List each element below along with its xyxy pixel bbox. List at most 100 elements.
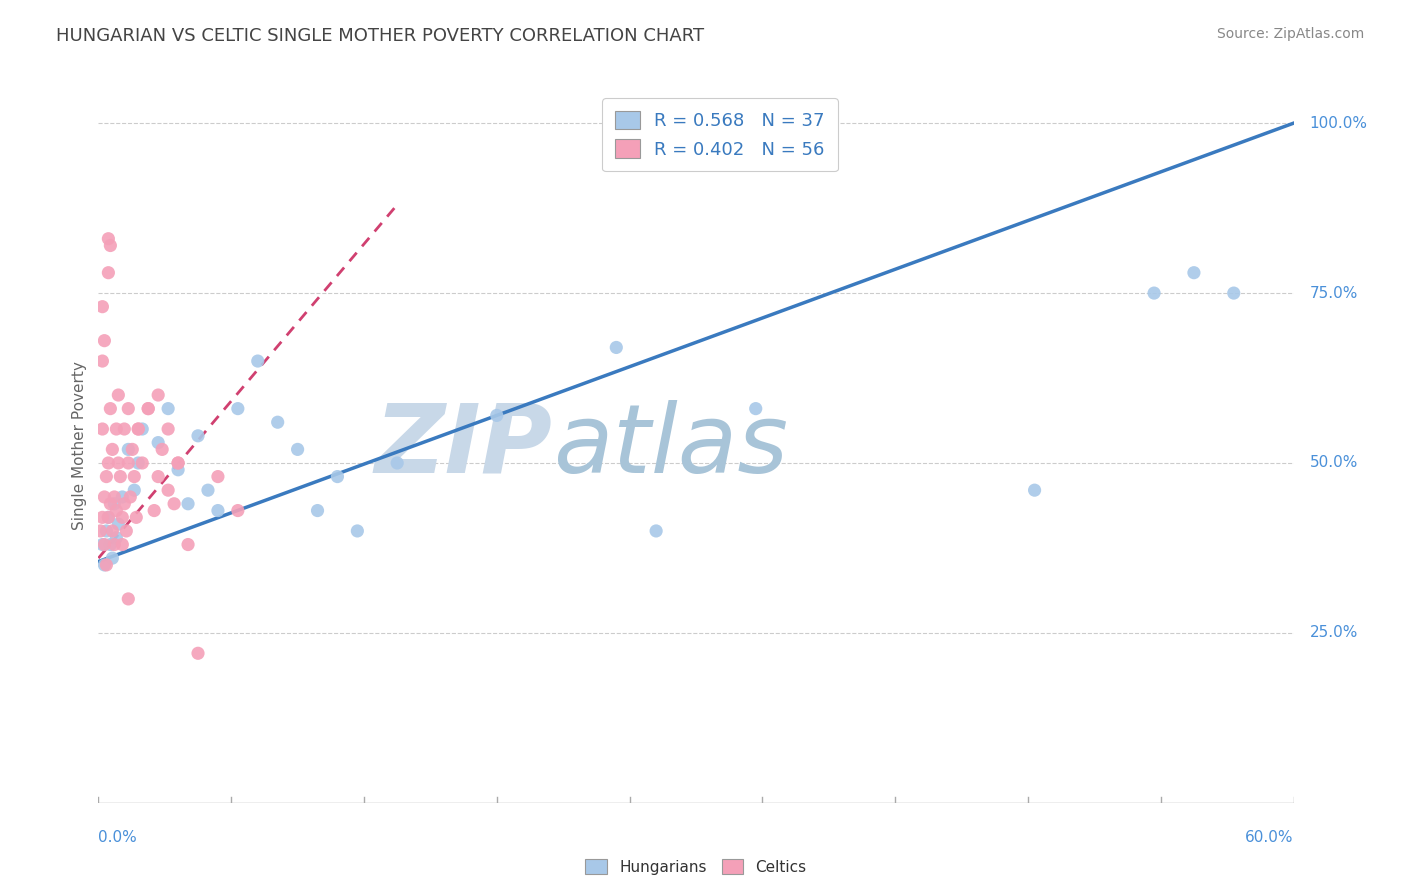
Y-axis label: Single Mother Poverty: Single Mother Poverty [72, 361, 87, 531]
Point [91, 354, 114, 368]
Point [127, 456, 149, 470]
Point [267, 415, 290, 429]
Point [91, 300, 114, 314]
Point [124, 469, 146, 483]
Point [167, 463, 190, 477]
Point [103, 490, 125, 504]
Text: HUNGARIAN VS CELTIC SINGLE MOTHER POVERTY CORRELATION CHART: HUNGARIAN VS CELTIC SINGLE MOTHER POVERT… [56, 27, 704, 45]
Point [117, 456, 139, 470]
Point [177, 537, 200, 551]
Point [117, 591, 139, 606]
Point [97, 510, 120, 524]
Point [91, 422, 114, 436]
Point [112, 422, 135, 436]
Point [91, 537, 114, 551]
Point [93, 490, 115, 504]
Text: atlas: atlas [553, 400, 787, 492]
Point [91, 510, 114, 524]
Point [103, 537, 125, 551]
Point [117, 401, 139, 416]
Text: 100.0%: 100.0% [1309, 116, 1368, 131]
Point [89, 524, 111, 538]
Point [105, 531, 128, 545]
Point [97, 266, 120, 280]
Point [167, 456, 190, 470]
Point [98, 537, 122, 551]
Point [131, 456, 153, 470]
Text: Source: ZipAtlas.com: Source: ZipAtlas.com [1216, 27, 1364, 41]
Point [143, 503, 166, 517]
Text: 60.0%: 60.0% [1246, 830, 1294, 845]
Point [105, 503, 128, 517]
Point [157, 483, 180, 498]
Point [645, 524, 668, 538]
Point [96, 524, 118, 538]
Point [226, 401, 249, 416]
Point [111, 537, 134, 551]
Point [112, 497, 135, 511]
Point [1182, 266, 1205, 280]
Point [307, 503, 329, 517]
Point [605, 341, 627, 355]
Point [326, 469, 349, 483]
Text: 25.0%: 25.0% [1309, 625, 1358, 640]
Point [148, 388, 170, 402]
Text: ZIP: ZIP [374, 400, 553, 492]
Point [148, 435, 170, 450]
Point [163, 497, 186, 511]
Point [148, 469, 170, 483]
Point [246, 354, 269, 368]
Point [136, 401, 159, 416]
Point [167, 456, 190, 470]
Point [111, 490, 134, 504]
Point [115, 524, 138, 538]
Point [1222, 286, 1246, 301]
Point [107, 388, 129, 402]
Point [127, 422, 149, 436]
Point [101, 524, 124, 538]
Point [157, 401, 180, 416]
Point [117, 442, 139, 457]
Point [111, 510, 134, 524]
Point [107, 517, 129, 532]
Point [93, 334, 115, 348]
Point [121, 442, 143, 457]
Point [97, 456, 120, 470]
Point [110, 469, 132, 483]
Point [120, 490, 142, 504]
Point [105, 422, 128, 436]
Point [207, 469, 229, 483]
Point [96, 469, 118, 483]
Point [101, 442, 124, 457]
Point [187, 429, 209, 443]
Point [103, 497, 125, 511]
Point [346, 524, 368, 538]
Point [207, 503, 229, 517]
Point [98, 497, 122, 511]
Point [197, 483, 219, 498]
Point [157, 422, 180, 436]
Point [98, 401, 122, 416]
Point [93, 537, 115, 551]
Point [136, 401, 159, 416]
Point [150, 442, 173, 457]
Point [131, 422, 153, 436]
Point [485, 409, 508, 423]
Point [287, 442, 309, 457]
Text: 50.0%: 50.0% [1309, 456, 1358, 470]
Point [1143, 286, 1166, 301]
Text: 0.0%: 0.0% [98, 830, 138, 845]
Point [101, 551, 124, 566]
Point [385, 456, 409, 470]
Point [745, 401, 768, 416]
Point [107, 456, 129, 470]
Point [125, 510, 148, 524]
Point [177, 497, 200, 511]
Text: 75.0%: 75.0% [1309, 285, 1358, 301]
Point [127, 422, 149, 436]
Point [93, 558, 115, 572]
Point [97, 232, 120, 246]
Point [98, 238, 122, 252]
Point [226, 503, 249, 517]
Legend: Hungarians, Celtics: Hungarians, Celtics [579, 853, 813, 880]
